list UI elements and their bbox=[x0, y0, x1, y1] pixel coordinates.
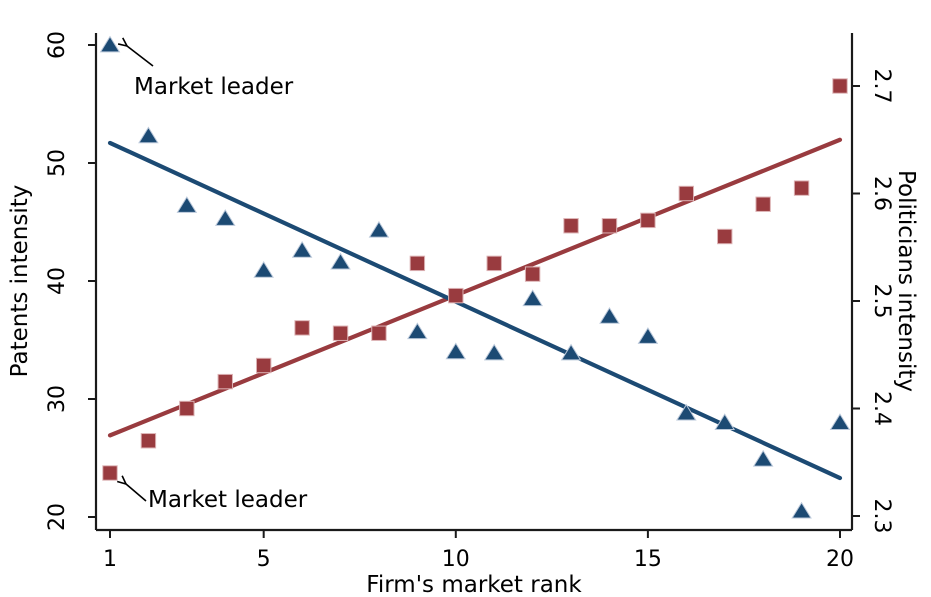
patents-marker bbox=[560, 343, 582, 361]
patents-marker bbox=[445, 342, 467, 360]
left-tick-label: 40 bbox=[45, 267, 70, 295]
annotation-market-leader-bottom: Market leader bbox=[116, 475, 308, 513]
patents-marker bbox=[637, 327, 659, 344]
x-tick-label: 20 bbox=[826, 547, 854, 572]
politicians-marker bbox=[217, 373, 233, 390]
right-axis-label: Politicians intensity bbox=[893, 170, 919, 392]
politicians-marker bbox=[371, 325, 387, 341]
politicians-marker bbox=[755, 196, 771, 212]
annotation-text: Market leader bbox=[148, 487, 308, 513]
right-tick-label: 2.4 bbox=[869, 391, 894, 426]
annotation-arrow bbox=[116, 475, 147, 502]
patents-marker bbox=[176, 196, 198, 213]
patents-marker bbox=[368, 220, 390, 238]
left-axis-label: Patents intensity bbox=[7, 185, 33, 378]
patents-fit-line bbox=[107, 140, 843, 481]
patents-marker bbox=[138, 126, 159, 144]
x-tick-label: 15 bbox=[634, 547, 662, 572]
politicians-marker bbox=[640, 212, 656, 229]
politicians-marker bbox=[563, 218, 579, 234]
left-tick-label: 30 bbox=[45, 385, 70, 413]
politicians-marker bbox=[793, 180, 810, 196]
annotation-arrow bbox=[117, 37, 154, 67]
patents-marker bbox=[99, 35, 121, 53]
labels-overlay: Firm's market rank Patents intensity Pol… bbox=[7, 37, 919, 597]
left-tick-label: 50 bbox=[45, 149, 70, 177]
patents-marker bbox=[483, 343, 505, 361]
patents-marker bbox=[829, 413, 851, 430]
politicians-marker bbox=[294, 320, 310, 336]
patents-marker bbox=[676, 403, 697, 421]
patents-marker bbox=[253, 261, 274, 278]
patents-marker bbox=[714, 413, 736, 430]
x-axis-label: Firm's market rank bbox=[366, 572, 582, 597]
politicians-marker bbox=[409, 255, 426, 272]
patents-marker bbox=[330, 252, 351, 270]
politicians-marker bbox=[486, 255, 502, 272]
politicians-fit-line bbox=[107, 137, 843, 438]
politicians-marker bbox=[601, 218, 618, 234]
politicians-marker bbox=[332, 325, 349, 341]
politicians-marker bbox=[717, 228, 733, 245]
x-tick-label: 10 bbox=[442, 547, 470, 572]
x-tick-label: 1 bbox=[103, 547, 117, 572]
right-tick-label: 2.7 bbox=[869, 69, 894, 104]
x-tick-label: 5 bbox=[257, 547, 271, 572]
patents-marker bbox=[407, 322, 428, 340]
patents-marker bbox=[291, 240, 313, 258]
right-tick-label: 2.3 bbox=[869, 499, 894, 534]
patents-marker bbox=[791, 501, 812, 519]
politicians-marker bbox=[832, 78, 848, 94]
patents-marker bbox=[522, 289, 543, 307]
politicians-marker bbox=[448, 287, 464, 304]
patents-marker bbox=[599, 307, 620, 324]
politicians-marker bbox=[179, 400, 195, 417]
annotation-text: Market leader bbox=[134, 74, 294, 100]
politicians-marker bbox=[255, 357, 272, 374]
patents-marker bbox=[752, 449, 774, 467]
left-tick-label: 20 bbox=[45, 503, 70, 531]
right-tick-label: 2.5 bbox=[869, 284, 894, 319]
politicians-marker bbox=[524, 266, 541, 282]
politicians-marker bbox=[140, 433, 157, 449]
politicians-marker bbox=[102, 465, 118, 481]
annotation-market-leader-top: Market leader bbox=[117, 37, 294, 100]
patents-marker bbox=[214, 209, 236, 226]
right-tick-label: 2.6 bbox=[869, 176, 894, 211]
politicians-marker bbox=[678, 185, 695, 202]
left-tick-label: 60 bbox=[45, 31, 70, 59]
